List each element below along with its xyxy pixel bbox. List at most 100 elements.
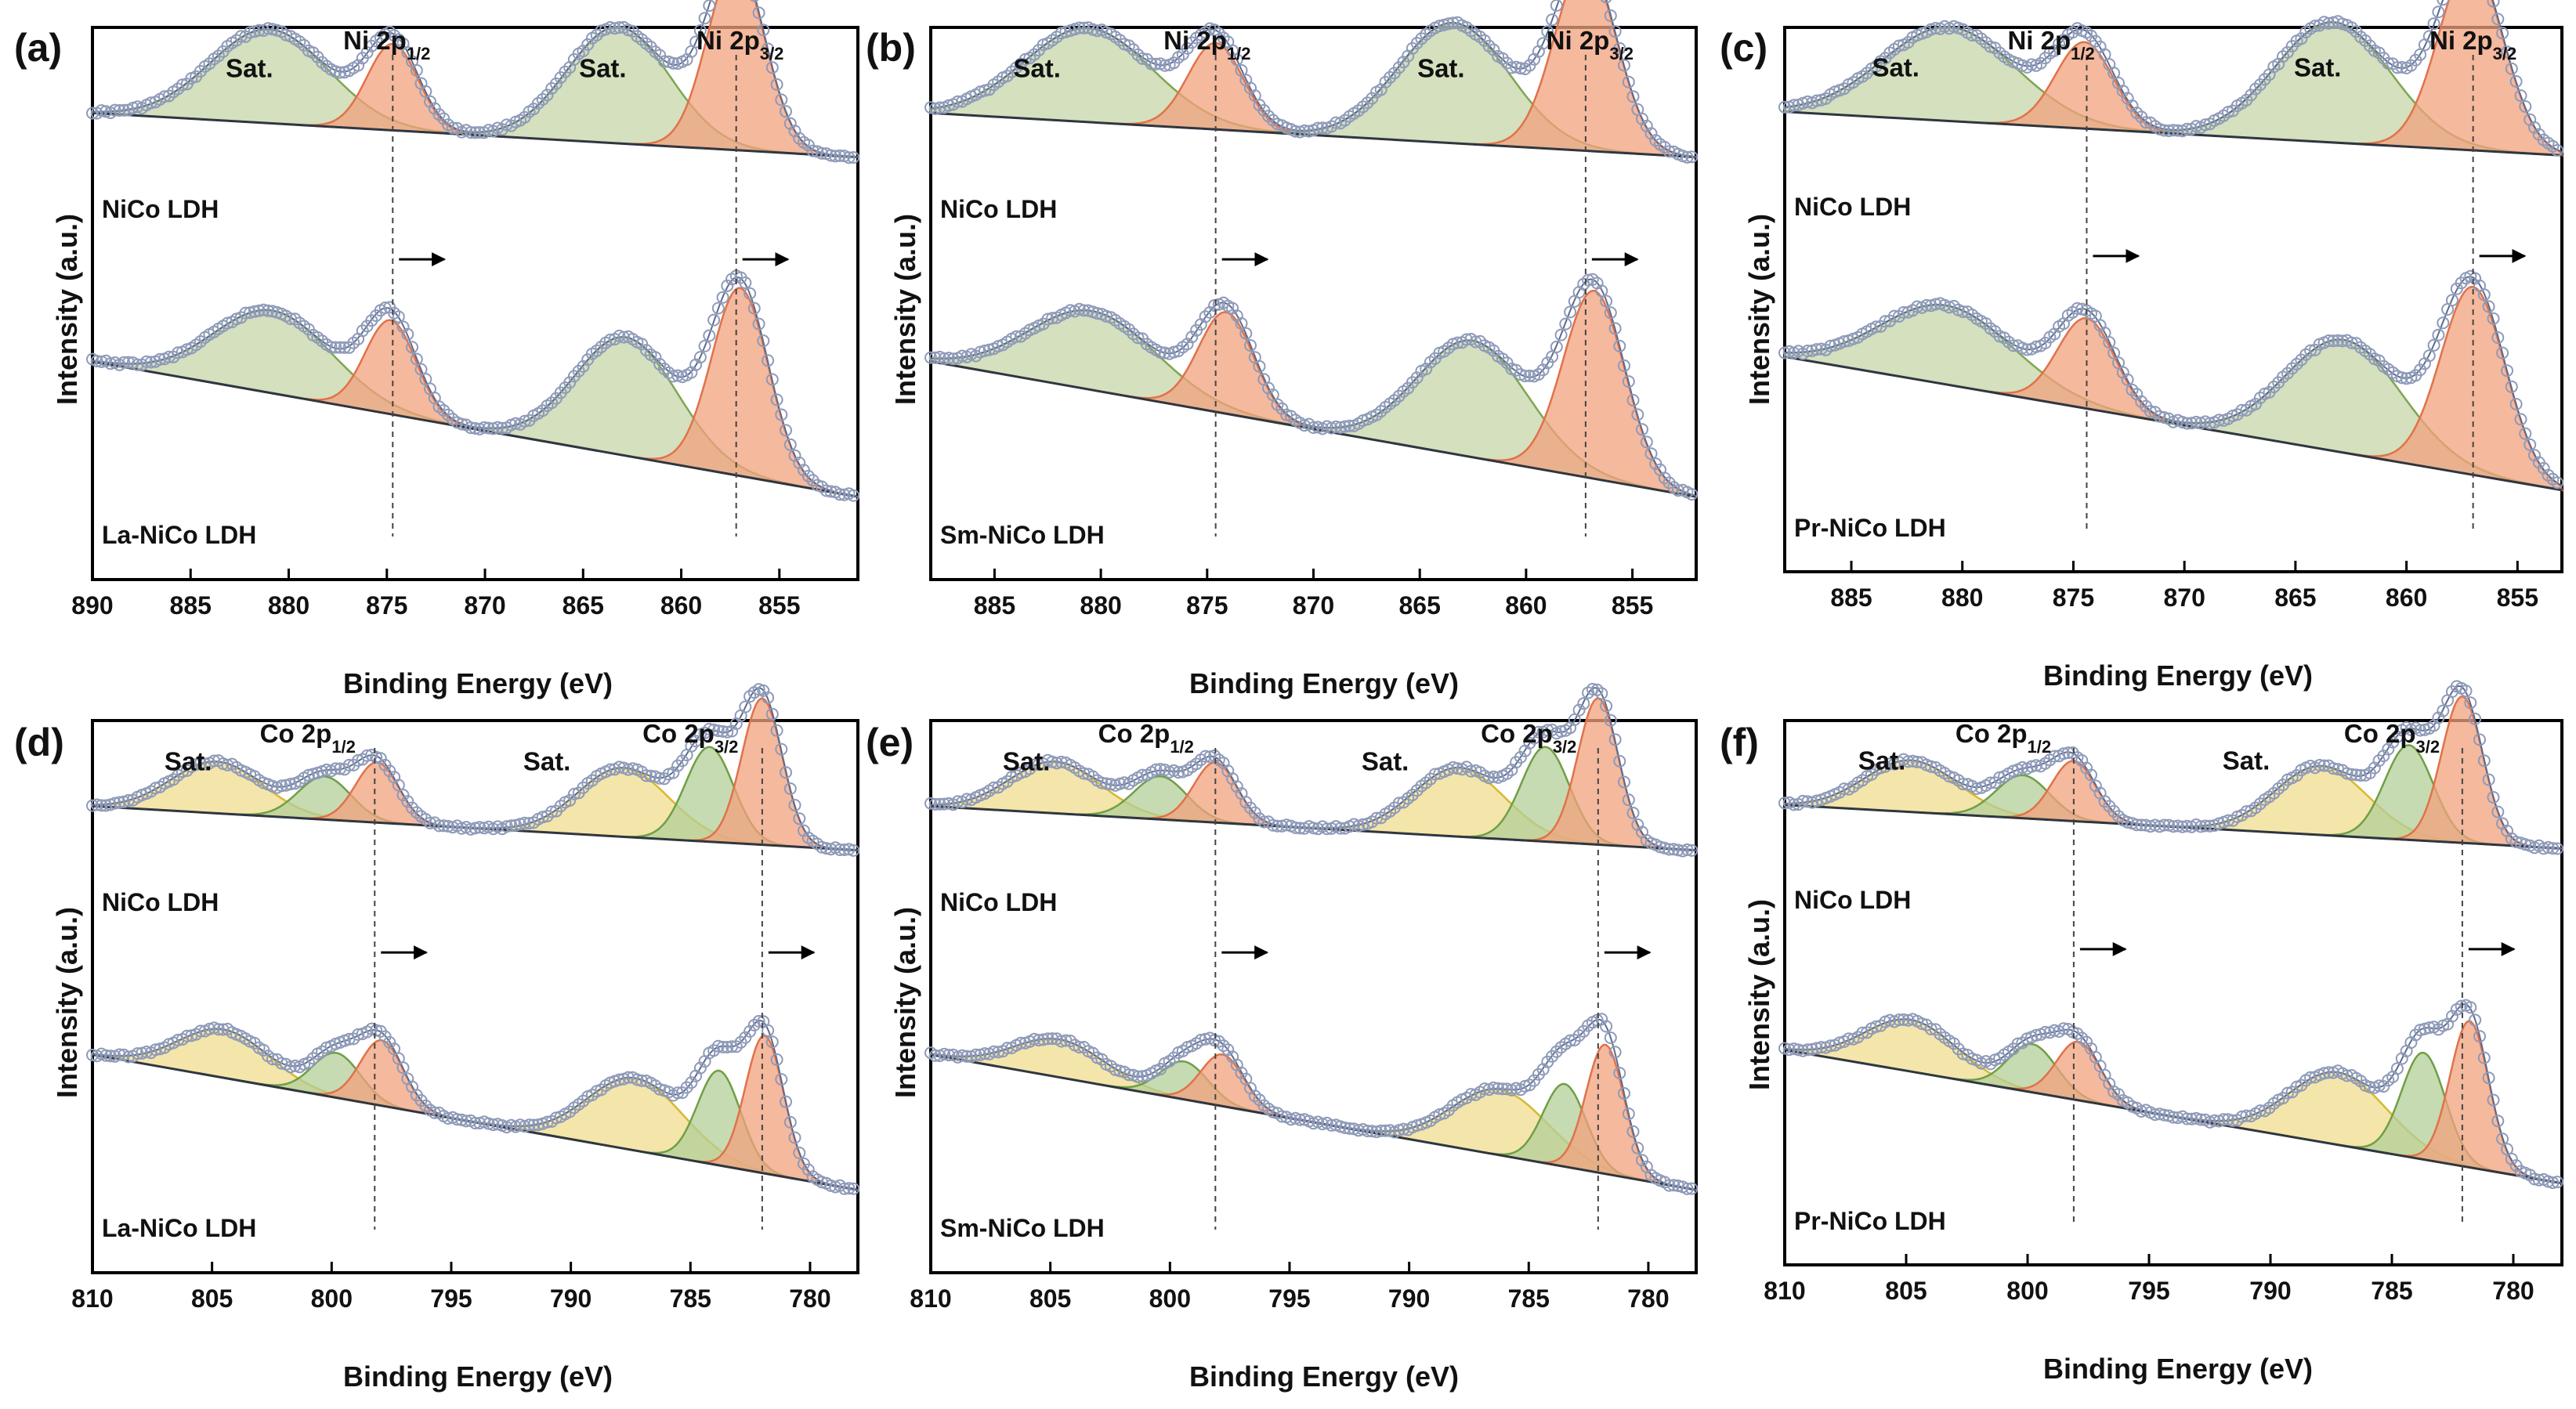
data-point bbox=[1924, 1022, 1937, 1035]
data-point bbox=[262, 22, 275, 35]
spectrum-doped: La-NiCo LDH bbox=[86, 1014, 860, 1242]
data-point bbox=[2021, 343, 2034, 356]
panel-e: (e) Intensity (a.u.) Binding Energy (eV)… bbox=[866, 682, 1699, 1393]
peak-annotation: Co 2p3/2 bbox=[2344, 719, 2440, 757]
data-point bbox=[2422, 349, 2436, 363]
data-point bbox=[302, 1056, 315, 1069]
data-point bbox=[603, 763, 617, 776]
data-point bbox=[2422, 1021, 2436, 1035]
data-point bbox=[1613, 754, 1626, 768]
data-point bbox=[987, 1045, 1000, 1058]
x-tick-label: 795 bbox=[430, 1284, 472, 1313]
data-point bbox=[1801, 345, 1814, 357]
panel-b: (b) Intensity (a.u.) Binding Energy (eV)… bbox=[866, 0, 1699, 699]
sample-label: NiCo LDH bbox=[102, 888, 219, 916]
spectrum-doped: Sm-NiCo LDH bbox=[924, 1013, 1699, 1242]
data-point bbox=[1406, 789, 1419, 801]
data-point bbox=[1778, 797, 1791, 810]
data-point bbox=[2048, 750, 2061, 763]
data-point bbox=[1505, 61, 1518, 74]
data-point bbox=[2524, 438, 2537, 451]
data-point bbox=[689, 35, 703, 49]
spectrum-reference: NiCo LDH bbox=[924, 682, 1699, 916]
data-point bbox=[437, 404, 450, 417]
data-point bbox=[2509, 75, 2523, 88]
x-tick-label: 785 bbox=[670, 1284, 711, 1313]
data-point bbox=[938, 1047, 951, 1060]
data-point bbox=[2025, 58, 2039, 71]
data-point bbox=[1929, 22, 1942, 34]
data-point bbox=[1956, 778, 1970, 791]
data-point bbox=[1685, 150, 1699, 164]
data-point bbox=[1662, 843, 1676, 856]
data-point bbox=[693, 24, 707, 37]
data-point bbox=[2025, 760, 2039, 773]
data-point bbox=[577, 45, 590, 57]
data-point bbox=[1901, 755, 1915, 768]
data-point bbox=[780, 424, 792, 437]
data-point bbox=[1604, 9, 1617, 22]
data-point bbox=[608, 22, 621, 35]
data-point bbox=[847, 844, 860, 857]
data-point bbox=[1929, 298, 1942, 311]
data-point bbox=[1320, 822, 1333, 836]
data-point bbox=[703, 0, 716, 13]
data-point bbox=[122, 356, 135, 369]
data-point bbox=[1622, 793, 1635, 807]
data-point bbox=[2180, 417, 2194, 430]
data-point bbox=[762, 1024, 775, 1037]
data-point bbox=[1266, 818, 1279, 832]
data-point bbox=[1230, 780, 1243, 793]
data-point bbox=[2372, 1079, 2386, 1093]
data-point bbox=[649, 351, 662, 364]
data-point bbox=[1356, 818, 1369, 831]
data-point bbox=[1572, 1029, 1586, 1042]
data-point bbox=[2313, 759, 2326, 771]
data-point bbox=[657, 55, 671, 68]
data-point bbox=[928, 102, 942, 115]
data-point bbox=[1572, 703, 1586, 717]
data-point bbox=[961, 793, 973, 806]
data-point bbox=[2491, 805, 2505, 818]
data-point bbox=[212, 1023, 225, 1036]
data-point bbox=[2171, 819, 2184, 833]
data-point bbox=[2432, 5, 2445, 19]
peak-annotation: Sat. bbox=[165, 746, 212, 775]
data-point bbox=[2477, 1051, 2491, 1064]
data-point bbox=[104, 357, 117, 370]
data-point bbox=[1541, 25, 1554, 38]
data-point bbox=[577, 781, 590, 794]
data-point bbox=[1487, 1081, 1500, 1094]
data-point bbox=[743, 287, 757, 300]
x-tick-label: 795 bbox=[2128, 1277, 2169, 1305]
data-point bbox=[1208, 749, 1221, 762]
data-point bbox=[2148, 1108, 2162, 1122]
data-point bbox=[739, 700, 752, 714]
data-point bbox=[1217, 1039, 1230, 1053]
data-point bbox=[2121, 815, 2134, 829]
spectrum-doped: Sm-NiCo LDH bbox=[924, 273, 1699, 549]
data-point bbox=[721, 1041, 734, 1053]
data-point bbox=[2501, 364, 2513, 378]
data-point bbox=[2491, 1115, 2505, 1128]
data-point bbox=[716, 1040, 729, 1053]
data-point bbox=[1050, 757, 1063, 770]
data-point bbox=[2327, 762, 2340, 775]
component-peak bbox=[929, 27, 1356, 139]
data-point bbox=[2332, 334, 2345, 347]
data-point bbox=[924, 797, 937, 810]
data-point bbox=[1000, 70, 1014, 82]
data-point bbox=[938, 352, 951, 365]
data-point bbox=[2551, 476, 2564, 490]
peak-annotation: Sat. bbox=[1858, 746, 1906, 775]
data-point bbox=[509, 417, 523, 430]
plot-area: 810 805 800 795 790 785 780 NiCo LDH Pr-NiCo LDH… bbox=[1764, 680, 2564, 1305]
data-point bbox=[667, 370, 680, 383]
peak-annotation: Ni 2p3/2 bbox=[2429, 26, 2516, 63]
data-point bbox=[1055, 1035, 1068, 1048]
data-point bbox=[1541, 724, 1554, 737]
data-point bbox=[1410, 37, 1424, 50]
data-point bbox=[329, 341, 342, 354]
data-point bbox=[1796, 1044, 1810, 1057]
data-point bbox=[257, 303, 270, 316]
